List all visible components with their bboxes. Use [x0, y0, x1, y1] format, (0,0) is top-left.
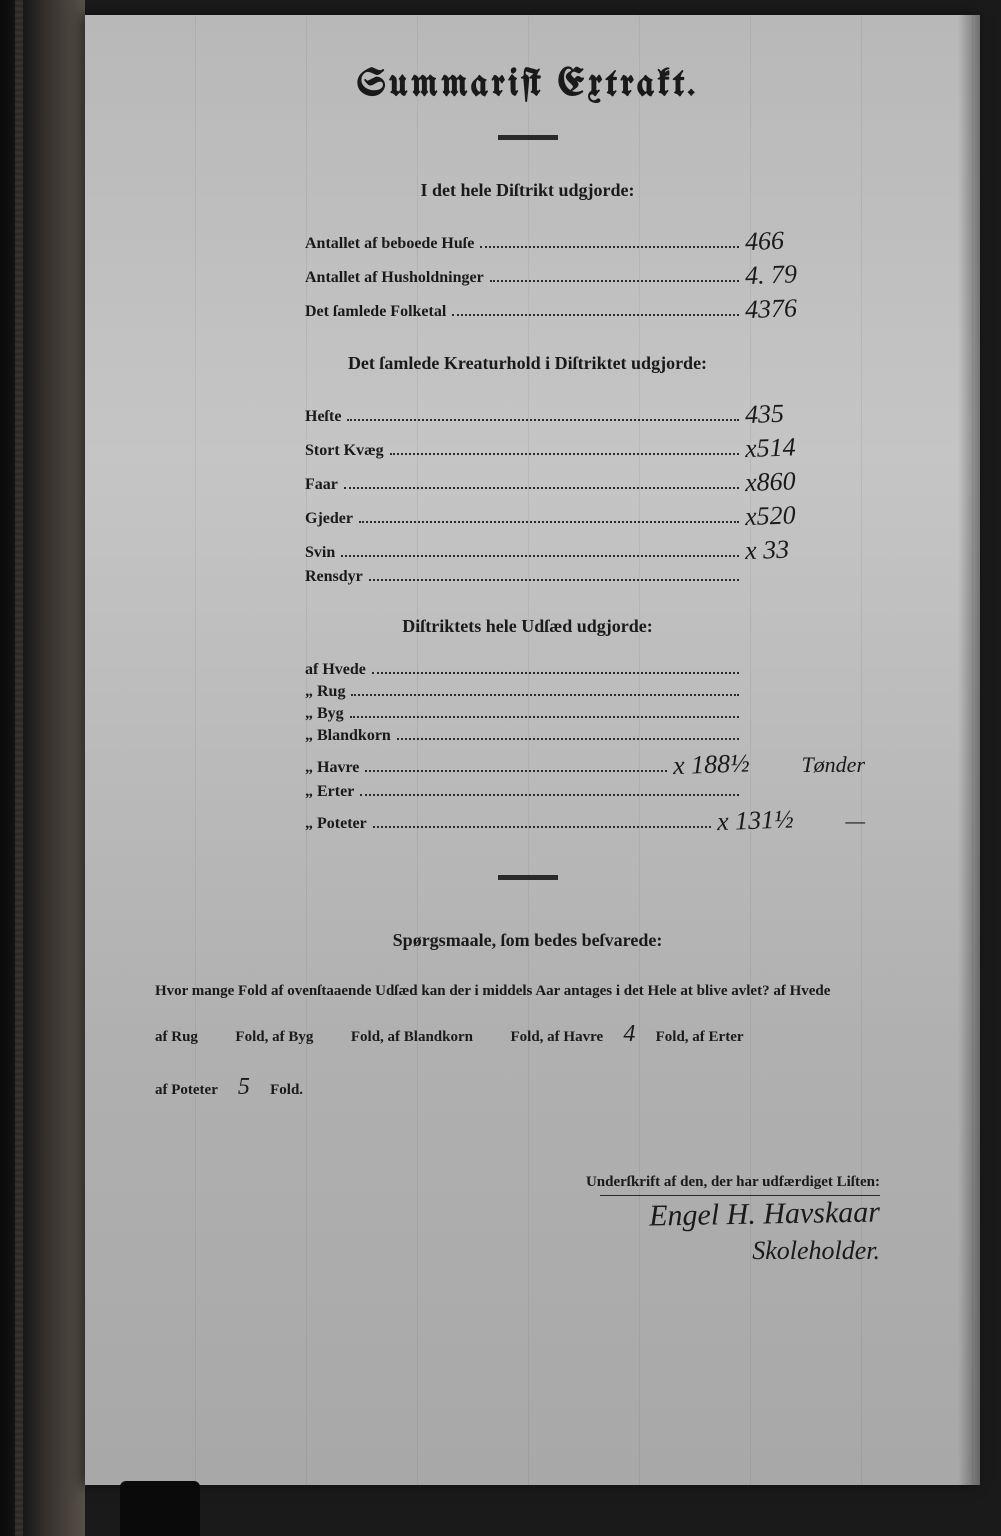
row-value: x 188½	[673, 747, 794, 781]
q-fragment: Fold.	[270, 1082, 303, 1098]
table-row: Det ſamlede Folketal 4376	[305, 293, 865, 323]
row-label: „ Rug	[305, 683, 345, 701]
row-label: af Hvede	[305, 661, 366, 679]
table-row: Faar x860	[305, 466, 865, 496]
book-spine	[0, 0, 85, 1536]
page-title: Summariſt Extrakt.	[135, 65, 920, 105]
leader-dots	[372, 668, 739, 674]
row-value: x 131½	[717, 803, 838, 837]
table-row: „ Havre x 188½ Tønder	[305, 749, 865, 779]
row-value: 435	[745, 396, 866, 430]
table-row: Antallet af beboede Huſe 466	[305, 225, 865, 255]
table-row: Rensdyr	[305, 568, 865, 586]
row-label: Antallet af beboede Huſe	[305, 235, 474, 253]
section3-heading: Diſtriktets hele Udſæd udgjorde:	[135, 616, 920, 637]
leader-dots	[365, 766, 667, 772]
row-value: 466	[745, 223, 866, 257]
row-value	[745, 694, 865, 698]
questions-block: Spørgsmaale, ſom bedes beſvarede: Hvor m…	[135, 930, 920, 1114]
q-fragment: Havre	[563, 1029, 603, 1045]
row-value	[745, 738, 865, 742]
title-rule	[498, 135, 558, 140]
leader-dots	[341, 551, 739, 557]
questions-heading: Spørgsmaale, ſom bedes beſvarede:	[135, 930, 920, 951]
leader-dots	[350, 712, 739, 718]
section2-heading: Det ſamlede Kreaturhold i Diſtriktet udg…	[135, 353, 920, 374]
row-label: Faar	[305, 476, 338, 494]
leader-dots	[351, 690, 739, 696]
q-fragment: Byg	[288, 1029, 313, 1045]
row-value	[745, 794, 865, 798]
table-row: Stort Kvæg x514	[305, 432, 865, 462]
row-value: x520	[745, 498, 866, 532]
question-text: Hvor mange Fold af ovenſtaaende Udſæd ka…	[155, 975, 900, 1114]
signature-label: Underſkrift af den, der har udfærdiget L…	[135, 1174, 880, 1191]
leader-dots	[359, 517, 739, 523]
row-label: Svin	[305, 544, 335, 562]
leader-dots	[347, 415, 739, 421]
row-label: „ Byg	[305, 705, 344, 723]
document-page: Summariſt Extrakt. I det hele Diſtrikt u…	[85, 15, 980, 1485]
leader-dots	[369, 575, 739, 581]
row-unit: Tønder	[801, 752, 865, 778]
table-row: Heſte 435	[305, 398, 865, 428]
table-row: Gjeder x520	[305, 500, 865, 530]
leader-dots	[452, 310, 739, 316]
poteter-value: 5	[229, 1061, 259, 1114]
table-row: „ Blandkorn	[305, 727, 865, 745]
row-label: „ Blandkorn	[305, 727, 391, 745]
leader-dots	[490, 276, 739, 282]
q-fragment: Fold, af	[510, 1029, 559, 1045]
q-fragment: Fold, af	[235, 1029, 284, 1045]
row-label: „ Poteter	[305, 815, 367, 833]
leader-dots	[360, 790, 739, 796]
leader-dots	[397, 734, 739, 740]
leader-dots	[390, 449, 739, 455]
q-fragment: Erter	[709, 1029, 744, 1045]
q-fragment: Hvor mange Fold af ovenſtaaende Udſæd ka…	[155, 983, 830, 999]
row-label: Gjeder	[305, 510, 353, 528]
page-edge-shadow	[958, 15, 980, 1485]
row-value: x514	[745, 430, 866, 464]
table-row: af Hvede	[305, 661, 865, 679]
row-value: x 33	[745, 532, 866, 566]
table-row: „ Poteter x 131½ —	[305, 805, 865, 835]
row-value	[745, 672, 865, 676]
table-row: Antallet af Husholdninger 4. 79	[305, 259, 865, 289]
q-fragment: af Rug	[155, 1029, 198, 1045]
thumb-shadow	[120, 1481, 200, 1536]
table-row: „ Erter	[305, 783, 865, 801]
table-row: „ Rug	[305, 683, 865, 701]
row-value: 4376	[745, 291, 866, 325]
row-value	[745, 716, 865, 720]
row-value	[745, 579, 865, 583]
row-label: „ Havre	[305, 759, 359, 777]
section-rule	[498, 875, 558, 880]
table-row: Svin x 33	[305, 534, 865, 564]
row-label: Rensdyr	[305, 568, 363, 586]
signature-block: Underſkrift af den, der har udfærdiget L…	[135, 1174, 880, 1266]
section1-heading: I det hele Diſtrikt udgjorde:	[135, 180, 920, 201]
row-unit: —	[845, 808, 865, 834]
q-fragment: Fold, af	[351, 1029, 400, 1045]
q-fragment: Fold, af	[656, 1029, 705, 1045]
row-label: „ Erter	[305, 783, 354, 801]
leader-dots	[480, 242, 739, 248]
row-value: 4. 79	[745, 257, 866, 291]
q-fragment: Blandkorn	[404, 1029, 473, 1045]
row-value: x860	[745, 464, 866, 498]
leader-dots	[344, 483, 739, 489]
row-label: Det ſamlede Folketal	[305, 303, 446, 321]
table-row: „ Byg	[305, 705, 865, 723]
row-label: Antallet af Husholdninger	[305, 269, 484, 287]
row-label: Stort Kvæg	[305, 442, 384, 460]
havre-value: 4	[614, 1008, 644, 1061]
row-label: Heſte	[305, 408, 341, 426]
leader-dots	[373, 822, 712, 828]
q-fragment: af Poteter	[155, 1082, 218, 1098]
